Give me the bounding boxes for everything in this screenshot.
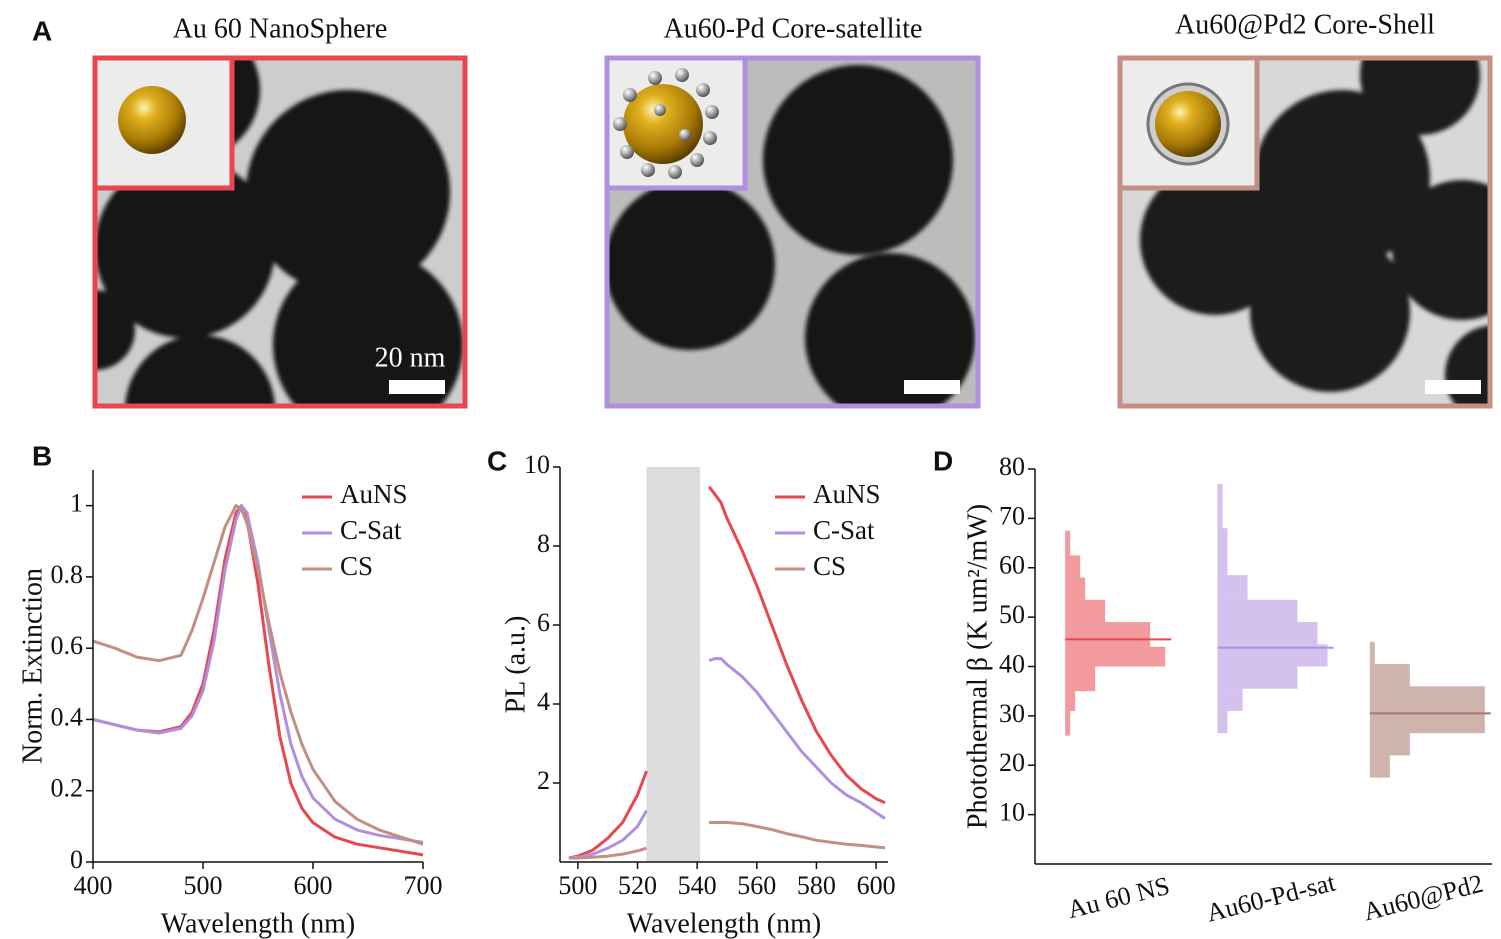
histogram-bar bbox=[1065, 530, 1071, 556]
image-frame bbox=[604, 55, 981, 409]
y-tick-label: 0.6 bbox=[51, 631, 84, 660]
x-tick-label: 580 bbox=[797, 871, 836, 900]
histogram-bar bbox=[1065, 691, 1076, 711]
scale-bar bbox=[904, 380, 960, 394]
inset-sphere bbox=[118, 86, 186, 154]
y-axis-label: Norm. Extinction bbox=[17, 568, 48, 764]
histogram-bar bbox=[1065, 622, 1151, 647]
series-line bbox=[568, 821, 886, 860]
y-tick-label: 0.2 bbox=[51, 774, 84, 803]
histogram-bar bbox=[1369, 664, 1410, 687]
panel-letter: A bbox=[32, 15, 52, 46]
x-tick-label: 500 bbox=[184, 871, 223, 900]
panel-letter: B bbox=[32, 440, 52, 471]
y-tick-label: 10 bbox=[999, 798, 1025, 827]
x-tick-label: Au60@Pd2 bbox=[1360, 869, 1486, 927]
histogram-bar bbox=[1369, 641, 1375, 665]
shaded-region bbox=[646, 467, 701, 862]
y-tick-label: 2 bbox=[537, 766, 550, 795]
legend-label: AuNS bbox=[340, 479, 408, 509]
histogram-bar bbox=[1065, 666, 1096, 692]
histogram-bar bbox=[1369, 710, 1485, 734]
histogram-bar bbox=[1065, 555, 1081, 578]
series-line bbox=[92, 504, 424, 846]
y-tick-label: 4 bbox=[537, 687, 550, 716]
histogram-bar bbox=[1217, 552, 1228, 576]
x-tick-label: Au60-Pd-sat bbox=[1204, 867, 1339, 927]
y-axis-label: Photothermal β (K um²/mW) bbox=[962, 504, 993, 829]
y-tick-label: 30 bbox=[999, 699, 1025, 728]
histogram-bar bbox=[1217, 644, 1328, 667]
histogram-bar bbox=[1369, 755, 1390, 778]
y-tick-label: 70 bbox=[999, 501, 1025, 530]
legend-label: CS bbox=[340, 551, 373, 581]
image-title: Au60-Pd Core-satellite bbox=[664, 13, 923, 44]
x-tick-label: 500 bbox=[558, 871, 597, 900]
histogram-bar bbox=[1217, 622, 1318, 645]
y-tick-label: 6 bbox=[537, 608, 550, 637]
y-tick-label: 60 bbox=[999, 551, 1025, 580]
x-tick-label: 700 bbox=[404, 871, 443, 900]
histogram-bar bbox=[1217, 483, 1223, 507]
image-title: Au 60 NanoSphere bbox=[173, 13, 388, 44]
x-tick-label: 540 bbox=[678, 871, 717, 900]
x-tick-label: 560 bbox=[737, 871, 776, 900]
histogram-bar bbox=[1369, 686, 1485, 711]
x-axis-label: Wavelength (nm) bbox=[627, 908, 821, 939]
satellites bbox=[613, 68, 719, 179]
histogram-bar bbox=[1065, 599, 1106, 623]
histogram-bar bbox=[1217, 688, 1243, 711]
scale-bar bbox=[389, 380, 445, 394]
legend-label: C-Sat bbox=[340, 515, 402, 545]
histogram-bar bbox=[1065, 577, 1086, 600]
histogram-bar bbox=[1065, 646, 1166, 667]
y-tick-label: 40 bbox=[999, 649, 1025, 678]
histogram-bar bbox=[1217, 599, 1298, 623]
histogram-bar bbox=[1217, 710, 1228, 734]
x-tick-label: 600 bbox=[294, 871, 333, 900]
x-tick-label: 520 bbox=[618, 871, 657, 900]
histogram-bar bbox=[1217, 506, 1223, 529]
histogram-bar bbox=[1369, 733, 1410, 756]
histogram-bar bbox=[1217, 575, 1248, 600]
panel-letter: C bbox=[487, 445, 507, 476]
histogram-bar bbox=[1217, 666, 1298, 689]
y-tick-label: 50 bbox=[999, 600, 1025, 629]
x-tick-label: 600 bbox=[857, 871, 896, 900]
x-axis-label: Wavelength (nm) bbox=[161, 908, 355, 939]
image-frame bbox=[92, 55, 468, 409]
y-tick-label: 0 bbox=[70, 845, 83, 874]
y-tick-label: 0.8 bbox=[51, 560, 84, 589]
image-title: Au60@Pd2 Core-Shell bbox=[1175, 9, 1435, 40]
inset-sphere bbox=[1155, 91, 1221, 157]
legend-label: AuNS bbox=[813, 479, 881, 509]
particles bbox=[607, 58, 975, 406]
image-frame bbox=[1117, 55, 1493, 409]
histogram-bar bbox=[1065, 710, 1071, 736]
scale-label: 20 nm bbox=[375, 342, 446, 373]
scale-bar bbox=[1425, 380, 1481, 394]
y-tick-label: 20 bbox=[999, 748, 1025, 777]
x-tick-label: 400 bbox=[74, 871, 113, 900]
legend-label: CS bbox=[813, 551, 846, 581]
series-line bbox=[92, 504, 424, 844]
y-axis-label: PL (a.u.) bbox=[500, 616, 531, 714]
tem-image bbox=[607, 58, 978, 406]
x-tick-label: Au 60 NS bbox=[1065, 871, 1173, 924]
inset-sphere bbox=[623, 84, 703, 164]
y-tick-label: 1 bbox=[70, 489, 83, 518]
legend-label: C-Sat bbox=[813, 515, 875, 545]
y-tick-label: 0.4 bbox=[51, 702, 84, 731]
y-tick-label: 8 bbox=[537, 529, 550, 558]
histogram-bar bbox=[1217, 528, 1228, 553]
panel-letter: D bbox=[933, 445, 953, 476]
y-tick-label: 80 bbox=[999, 452, 1025, 481]
y-tick-label: 10 bbox=[524, 450, 550, 479]
